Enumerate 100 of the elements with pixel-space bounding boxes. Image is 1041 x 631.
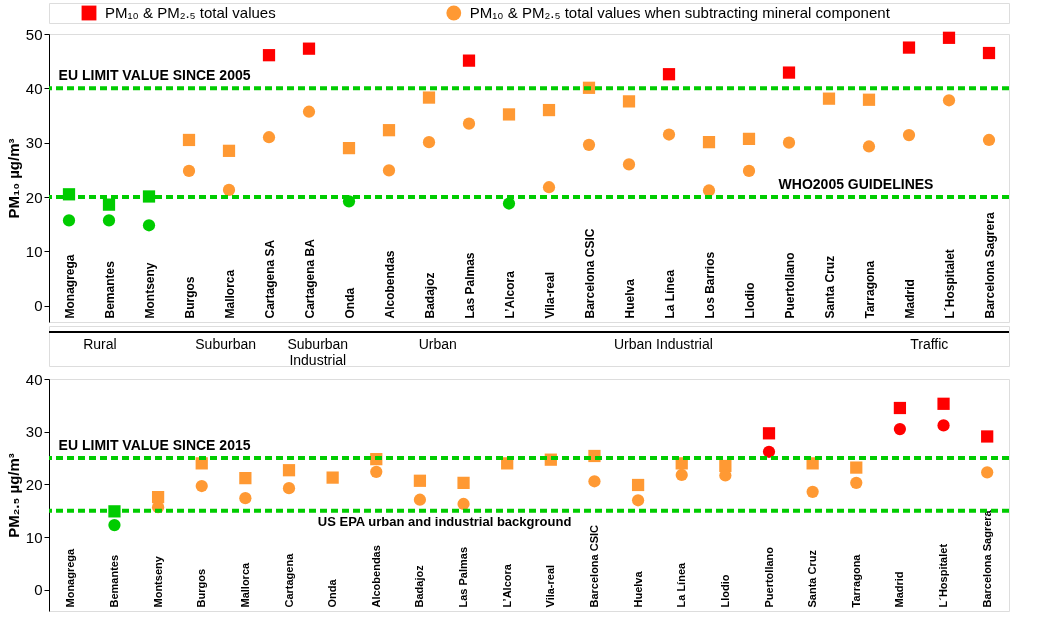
- point: [902, 41, 916, 54]
- x-tick-label: L’Alcora: [500, 563, 513, 608]
- point: [622, 95, 636, 108]
- y-tick-label: 20: [25, 188, 43, 206]
- point: [502, 108, 516, 121]
- point: [282, 482, 296, 495]
- point: [822, 92, 836, 105]
- y-axis-title: PM₁₀ µg/m³: [4, 138, 22, 219]
- x-tick-label: Huelva: [631, 570, 644, 608]
- point: [239, 492, 252, 505]
- x-tick-label: Burgos: [195, 569, 208, 608]
- point: [542, 103, 556, 117]
- y-tick-label: 10: [25, 242, 43, 260]
- x-tick-label: Montseny: [142, 262, 157, 319]
- point: [662, 68, 676, 81]
- point: [588, 475, 601, 488]
- ref-line-label: WHO2005 GUIDELINES: [778, 176, 934, 193]
- point: [762, 427, 776, 440]
- x-tick-label: Onda: [342, 287, 357, 319]
- point: [862, 140, 876, 153]
- x-tick-label: L´Hospitalet: [942, 249, 957, 319]
- point: [108, 518, 121, 532]
- y-tick-label: 50: [25, 25, 43, 43]
- x-tick-label: Mallorca: [222, 269, 237, 319]
- x-tick-label: La Línea: [675, 561, 688, 608]
- text: Urban: [418, 336, 457, 352]
- y-tick-label: 30: [25, 134, 43, 152]
- x-tick-label: Santa Cruz: [822, 255, 837, 319]
- point: [413, 493, 427, 506]
- x-tick-label: L´Hospitalet: [937, 543, 950, 608]
- x-tick-label: Los Barrios: [702, 251, 717, 319]
- point: [542, 181, 556, 194]
- ref-line-label: EU LIMIT VALUE SINCE 2015: [58, 437, 251, 454]
- x-tick-label: Las Palmas: [457, 546, 470, 608]
- x-tick-label: Bemantes: [102, 260, 117, 319]
- x-tick-label: Puertollano: [762, 546, 775, 608]
- point: [937, 419, 950, 432]
- point: [382, 124, 396, 137]
- point: [342, 141, 356, 155]
- y-tick-label: 40: [25, 79, 43, 97]
- y-tick-label: 30: [25, 423, 43, 441]
- point: [622, 158, 636, 171]
- point: [582, 138, 596, 151]
- point: [302, 105, 316, 118]
- point: [422, 136, 436, 149]
- point: [239, 472, 252, 485]
- text: Urban Industrial: [613, 336, 713, 352]
- point: [806, 485, 819, 498]
- point: [182, 164, 196, 178]
- point: [302, 42, 316, 55]
- x-tick-label: Alcobendas: [369, 545, 382, 608]
- point: [981, 466, 994, 479]
- x-tick-label: Cartagena: [282, 552, 295, 608]
- y-axis-title: PM₂.₅ µg/m³: [4, 453, 22, 538]
- point: [62, 214, 76, 227]
- ref-line-label: US EPA urban and industrial background: [317, 513, 572, 529]
- point: [382, 164, 396, 177]
- point: [742, 132, 756, 145]
- legend-label: PM₁₀ & PM₂.₅ total values when subtracting mineral component: [469, 4, 891, 21]
- text: Rural: [83, 336, 117, 352]
- point: [893, 422, 907, 436]
- point: [762, 445, 776, 458]
- point: [662, 128, 676, 141]
- point: [326, 471, 339, 484]
- ref-line-label: EU LIMIT VALUE SINCE 2005: [58, 67, 251, 84]
- point: [102, 214, 116, 227]
- point: [850, 476, 863, 489]
- point: [457, 476, 470, 489]
- x-tick-label: L’Alcora: [502, 270, 517, 319]
- x-tick-label: Barcelona CSIC: [587, 524, 600, 608]
- x-tick-label: Montseny: [151, 555, 164, 608]
- point: [142, 219, 156, 232]
- x-tick-label: Barcelona CSIC: [582, 228, 597, 319]
- y-tick-label: 0: [34, 297, 43, 315]
- point: [702, 184, 716, 197]
- x-tick-label: Monagrega: [64, 547, 77, 608]
- x-tick-label: Mallorca: [238, 561, 251, 608]
- x-tick-label: Vila-real: [544, 564, 557, 608]
- point: [413, 474, 427, 487]
- x-tick-label: Huelva: [622, 278, 637, 319]
- point: [102, 198, 116, 211]
- point: [782, 66, 796, 79]
- point: [457, 497, 470, 511]
- point: [282, 464, 296, 477]
- point: [262, 131, 276, 144]
- x-tick-label: Barcelona Sagrera: [980, 509, 993, 608]
- x-tick-label: Onda: [326, 578, 339, 608]
- point: [702, 136, 716, 149]
- point: [942, 94, 956, 107]
- point: [862, 93, 876, 106]
- point: [195, 479, 208, 493]
- x-tick-label: Santa Cruz: [806, 549, 819, 608]
- x-tick-label: Madrid: [893, 571, 906, 608]
- x-tick-label: Alcobendas: [382, 250, 397, 319]
- point: [462, 54, 476, 67]
- point: [982, 133, 996, 147]
- point: [850, 461, 863, 474]
- x-tick-label: Burgos: [182, 276, 197, 319]
- point: [631, 478, 645, 492]
- point: [222, 183, 236, 197]
